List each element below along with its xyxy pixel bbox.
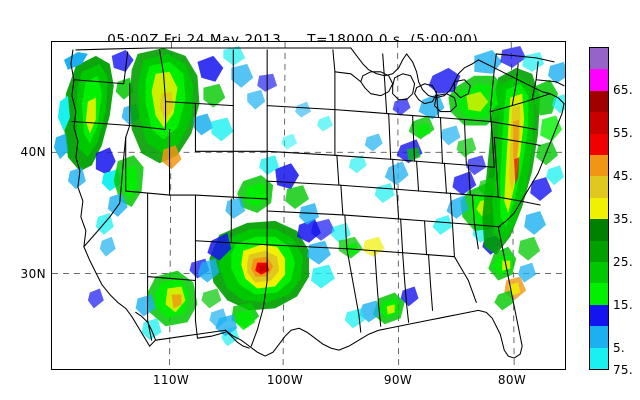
- geography-layer: [70, 47, 565, 359]
- echo-desert-southwest: [135, 258, 240, 347]
- colorbar-tick-35: 35.: [613, 212, 633, 227]
- echo-pacific-northwest: [53, 49, 140, 192]
- lon-tick-110w: 110W: [152, 373, 190, 387]
- lat-tick-40n: 40N: [20, 145, 46, 159]
- colorbar-band-65: [590, 69, 608, 91]
- colorbar-tick-25: 25.: [613, 255, 633, 270]
- colorbar-band-5: [590, 326, 608, 348]
- colorbar-band-40: [590, 176, 608, 198]
- colorbar-tick-5: 5.: [613, 341, 626, 356]
- colorbar-gradient: [589, 47, 609, 370]
- echo-gulf-coast: [344, 286, 419, 329]
- colorbar-band-35: [590, 197, 608, 220]
- echo-southern-plains: [225, 155, 385, 259]
- colorbar-band-20: [590, 261, 608, 284]
- colorbar-tick-55: 55.: [613, 126, 633, 141]
- map-plot-area[interactable]: [51, 41, 566, 370]
- map-svg: [52, 42, 565, 369]
- reflectivity-canvas: [52, 42, 565, 369]
- colorbar-tick-75: 75.: [613, 363, 633, 377]
- colorbar-tick-65: 65.: [613, 83, 633, 98]
- colorbar-tick-15: 15.: [613, 298, 633, 313]
- lon-tick-90w: 90W: [383, 373, 413, 387]
- colorbar-band-55: [590, 112, 608, 134]
- reflectivity-colorbar[interactable]: 75. 65. 55. 45. 35. 25. 15. 5.: [589, 47, 633, 377]
- colorbar-band-60: [590, 90, 608, 113]
- colorbar-band-45: [590, 154, 608, 177]
- colorbar-band-25: [590, 240, 608, 262]
- echo-midwest-scattered: [281, 97, 411, 174]
- colorbar-band-15: [590, 283, 608, 305]
- colorbar-band-50: [590, 133, 608, 155]
- colorbar-band-30: [590, 219, 608, 241]
- lon-tick-100w: 100W: [266, 373, 304, 387]
- echo-great-basin: [87, 155, 144, 309]
- colorbar-band-70: [590, 47, 608, 70]
- colorbar-band-10: [590, 304, 608, 327]
- lon-tick-80w: 80W: [497, 373, 527, 387]
- lat-tick-30n: 30N: [20, 267, 46, 281]
- colorbar-tick-45: 45.: [613, 169, 633, 184]
- echo-northern-rockies: [129, 45, 278, 170]
- echo-northeast: [374, 45, 545, 204]
- colorbar-band-0: [590, 347, 608, 369]
- echo-mid-atlantic-squall: [482, 61, 565, 261]
